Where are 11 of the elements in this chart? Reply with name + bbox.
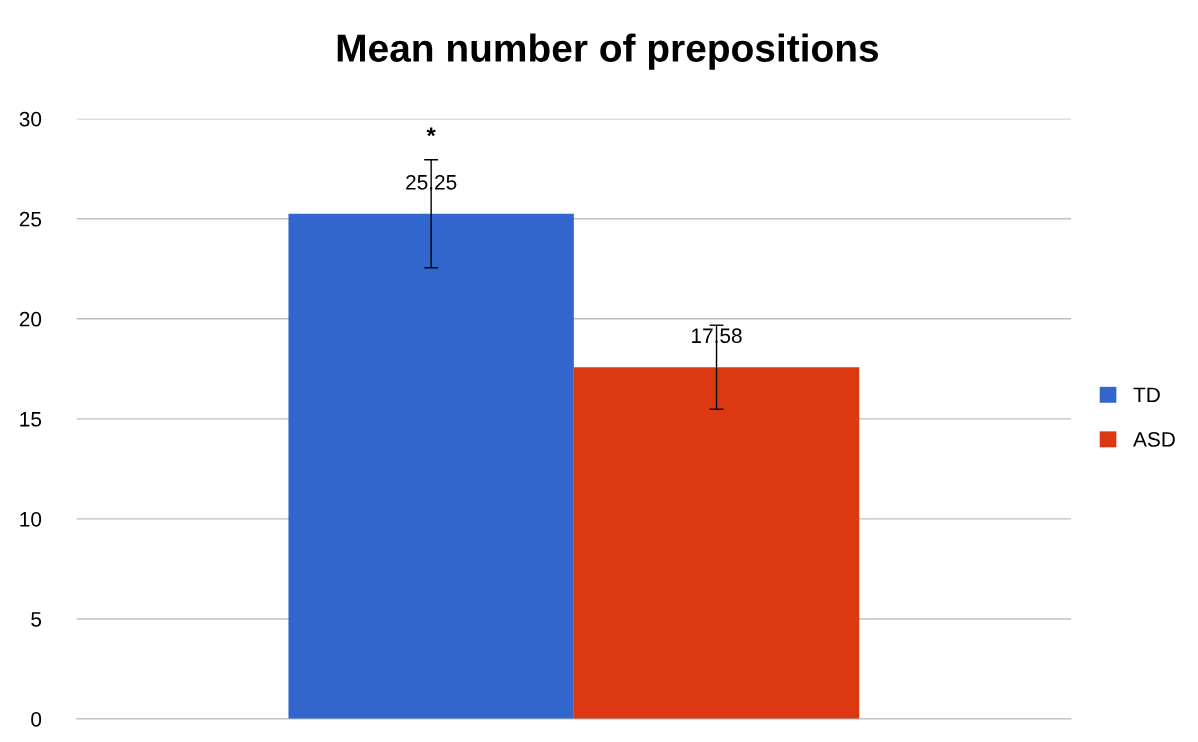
y-tick-label: 20 — [19, 311, 42, 327]
y-tick-label: 0 — [31, 712, 42, 727]
y-tick-label: 30 — [19, 111, 42, 127]
y-tick-label: 10 — [20, 511, 42, 527]
legend-label: TD — [1133, 387, 1160, 403]
chart-title: Mean number of prepositions — [337, 33, 879, 70]
y-tick-label: 15 — [20, 412, 42, 427]
y-tick-label: 25 — [19, 211, 42, 227]
annotation: * — [426, 127, 436, 137]
y-tick-label: 5 — [31, 612, 42, 627]
legend-label: ASD — [1133, 432, 1175, 447]
